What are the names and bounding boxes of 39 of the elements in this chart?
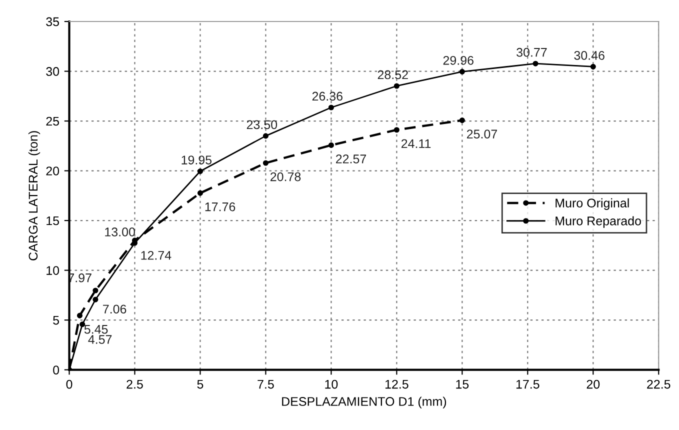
data-label: 22.57 bbox=[336, 154, 366, 164]
data-label: 23.50 bbox=[246, 120, 278, 130]
data-label: 5.45 bbox=[84, 325, 108, 334]
data-label: 28.52 bbox=[378, 70, 408, 80]
data-label: 30.77 bbox=[516, 48, 547, 57]
x-tick-label: 17.5 bbox=[516, 380, 540, 389]
data-label: 13.00 bbox=[105, 228, 135, 236]
y-tick-label: 25 bbox=[46, 116, 60, 126]
y-tick-label: 10 bbox=[46, 266, 60, 275]
x-tick-label: 10 bbox=[325, 380, 338, 389]
x-tick-label: 7.5 bbox=[258, 380, 274, 389]
x-tick-label: 22.5 bbox=[647, 380, 670, 389]
data-label: 20.78 bbox=[270, 172, 301, 182]
x-tick-label: 2.5 bbox=[126, 380, 143, 389]
data-label: 26.36 bbox=[312, 92, 342, 101]
data-label: 30.46 bbox=[574, 51, 604, 60]
data-label: 17.76 bbox=[205, 202, 236, 212]
x-tick-label: 5 bbox=[197, 380, 204, 389]
data-label: 25.07 bbox=[466, 130, 497, 138]
y-tick-label: 0 bbox=[53, 366, 60, 374]
y-axis-title: CARGA LATERAL (ton) bbox=[28, 131, 40, 260]
x-tick-label: 12.5 bbox=[385, 380, 408, 389]
data-label: 12.74 bbox=[141, 250, 172, 260]
legend-label: Muro Reparado bbox=[556, 216, 641, 228]
data-label: 4.57 bbox=[88, 335, 112, 344]
legend-label: Muro Original bbox=[556, 198, 629, 210]
y-tick-label: 5 bbox=[53, 316, 60, 325]
x-tick-label: 15 bbox=[456, 380, 469, 389]
data-label: 19.95 bbox=[182, 156, 212, 164]
x-axis-title: DESPLAZAMIENTO D1 (mm) bbox=[282, 396, 446, 408]
y-tick-label: 15 bbox=[46, 216, 60, 226]
data-label: 7.06 bbox=[103, 304, 126, 314]
data-label: 24.11 bbox=[401, 139, 431, 148]
x-tick-label: 20 bbox=[586, 380, 600, 389]
y-tick-label: 20 bbox=[46, 166, 60, 176]
x-tick-label: 0 bbox=[66, 380, 72, 389]
y-tick-label: 30 bbox=[46, 67, 60, 76]
data-label: 29.96 bbox=[443, 56, 474, 65]
y-tick-label: 35 bbox=[46, 17, 60, 26]
